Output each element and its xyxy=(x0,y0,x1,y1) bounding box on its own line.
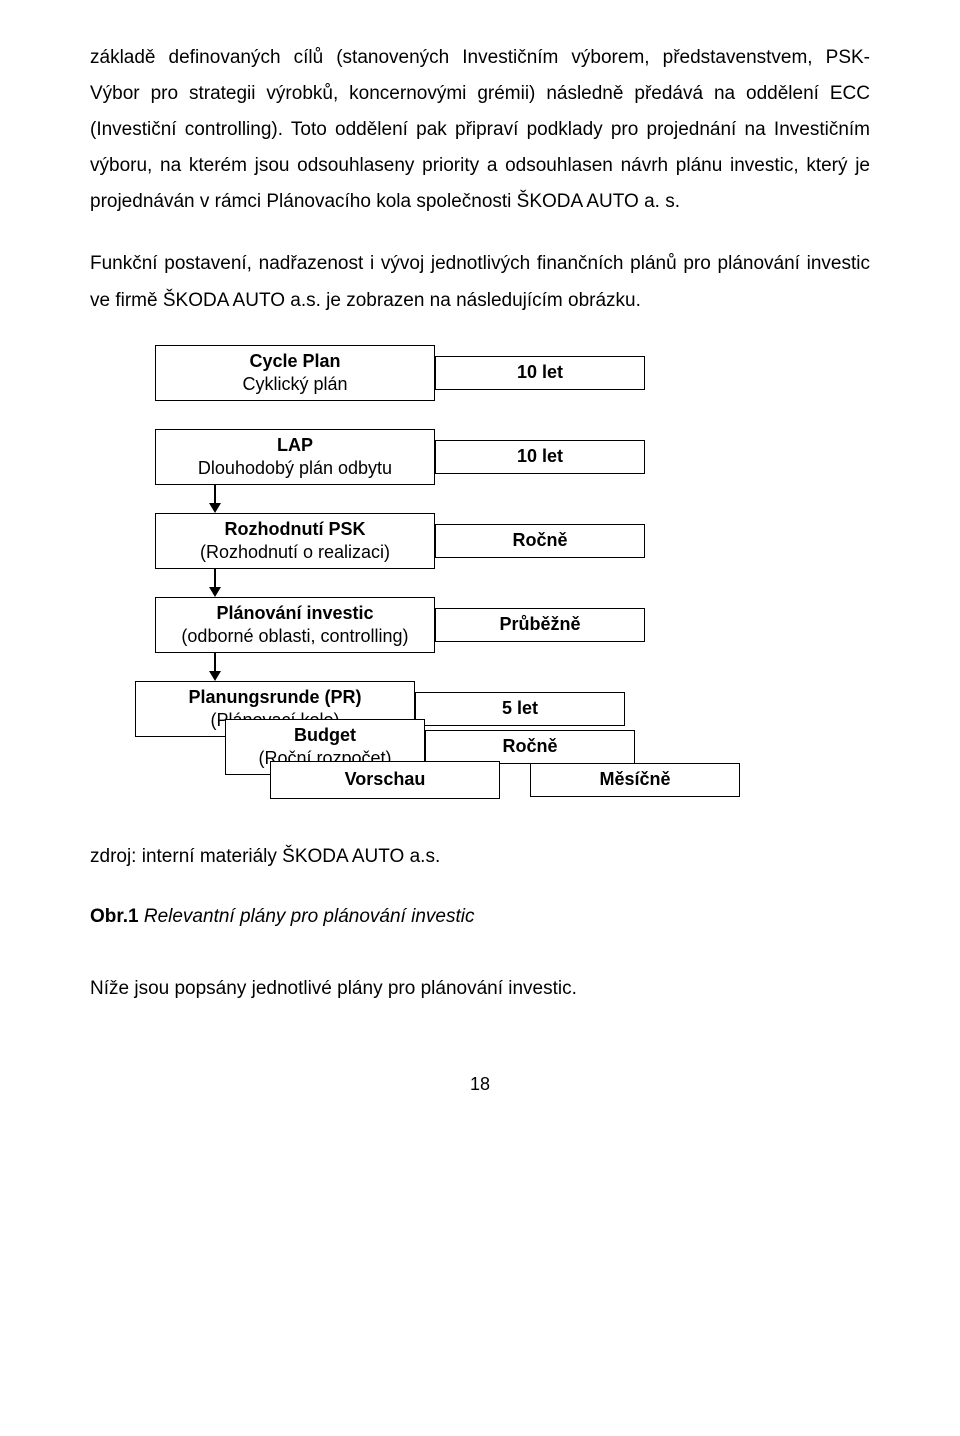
figure-label: Obr.1 xyxy=(90,906,144,927)
figure-caption: Obr.1 Relevantní plány pro plánování inv… xyxy=(90,899,870,935)
diag-right-4-title: 5 let xyxy=(502,697,538,720)
diag-left-3-title: Plánování investic xyxy=(216,602,373,625)
diag-left-1-title: LAP xyxy=(277,434,313,457)
diag-left-0-sub: Cyklický plán xyxy=(242,373,347,396)
diag-right-4: 5 let xyxy=(415,692,625,726)
figure-title: Relevantní plány pro plánování investic xyxy=(144,906,475,927)
paragraph-1: základě definovaných cílů (stanovených I… xyxy=(90,40,870,220)
diag-right-3: Průběžně xyxy=(435,608,645,642)
diag-right-2-title: Ročně xyxy=(512,529,567,552)
diag-left-6: Vorschau xyxy=(270,761,500,799)
diag-left-1-sub: Dlouhodobý plán odbytu xyxy=(198,457,392,480)
diag-right-3-title: Průběžně xyxy=(499,613,580,636)
plans-diagram: Cycle PlanCyklický plán 10 let LAPDlouhodo… xyxy=(90,345,750,809)
diag-right-1: 10 let xyxy=(435,440,645,474)
paragraph-2: Funkční postavení, nadřazenost i vývoj j… xyxy=(90,246,870,318)
diag-left-0-title: Cycle Plan xyxy=(249,350,340,373)
diag-left-3-sub: (odborné oblasti, controlling) xyxy=(181,625,408,648)
source-line: zdroj: interní materiály ŠKODA AUTO a.s. xyxy=(90,839,870,875)
diag-left-5-title: Budget xyxy=(294,724,356,747)
diag-left-4-title: Planungsrunde (PR) xyxy=(188,686,361,709)
diag-left-2-sub: (Rozhodnutí o realizaci) xyxy=(200,541,390,564)
diag-left-2-title: Rozhodnutí PSK xyxy=(225,518,366,541)
diag-left-3: Plánování investic(odborné oblasti, cont… xyxy=(155,597,435,653)
diag-right-1-title: 10 let xyxy=(517,445,563,468)
page: základě definovaných cílů (stanovených I… xyxy=(0,0,960,1161)
diag-right-0-title: 10 let xyxy=(517,361,563,384)
diag-right-5: Ročně xyxy=(425,730,635,764)
diag-right-6-title: Měsíčně xyxy=(599,768,670,791)
diag-right-5-title: Ročně xyxy=(502,735,557,758)
diag-left-1: LAPDlouhodobý plán odbytu xyxy=(155,429,435,485)
closing-paragraph: Níže jsou popsány jednotlivé plány pro p… xyxy=(90,971,870,1007)
page-number: 18 xyxy=(90,1067,870,1101)
diag-left-6-title: Vorschau xyxy=(345,768,426,791)
diag-right-2: Ročně xyxy=(435,524,645,558)
diag-right-0: 10 let xyxy=(435,356,645,390)
diag-left-2: Rozhodnutí PSK(Rozhodnutí o realizaci) xyxy=(155,513,435,569)
diag-left-0: Cycle PlanCyklický plán xyxy=(155,345,435,401)
diag-right-6: Měsíčně xyxy=(530,763,740,797)
